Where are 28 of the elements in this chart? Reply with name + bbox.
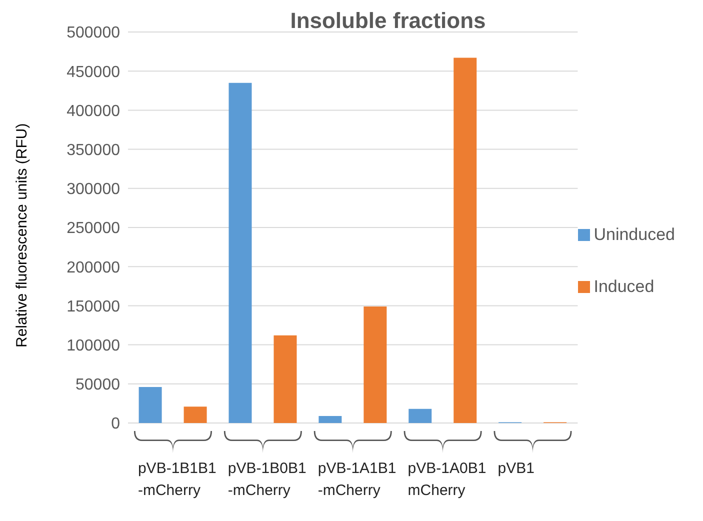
x-tick-label: pVB-1B0B1 -mCherry: [228, 460, 306, 499]
legend-label: Uninduced: [594, 224, 675, 244]
bar: [318, 416, 342, 423]
bar: [364, 306, 387, 423]
y-axis-title: Relative fluorescence units (RFU): [13, 123, 30, 348]
bar: [184, 406, 207, 423]
y-tick-label: 250000: [66, 220, 120, 238]
x-tick-label: pVB-1A0B1 mCherry: [408, 460, 486, 499]
y-tick-label: 400000: [66, 102, 120, 120]
y-tick-label: 350000: [66, 142, 120, 159]
bar: [138, 387, 162, 423]
bar: [408, 408, 432, 423]
y-tick-label: 300000: [66, 181, 120, 198]
y-tick-label: 500000: [66, 24, 120, 42]
x-tick-label: pVB-1A1B1 -mCherry: [318, 460, 396, 499]
x-tick-label: pVB-1B1B1 -mCherry: [138, 460, 216, 499]
y-tick-label: 150000: [66, 298, 120, 316]
bar: [454, 58, 477, 423]
y-tick-label: 200000: [66, 259, 120, 276]
chart-title: Insoluble fractions: [289, 8, 487, 34]
bar: [228, 82, 252, 423]
y-tick-label: 100000: [66, 337, 120, 354]
y-tick-label: 450000: [66, 64, 120, 81]
legend-label: Induced: [594, 276, 654, 296]
y-tick-label: 0: [111, 416, 120, 433]
x-tick-label: pVB1: [498, 460, 534, 477]
bar: [274, 335, 297, 423]
y-tick-label: 50000: [76, 376, 120, 394]
